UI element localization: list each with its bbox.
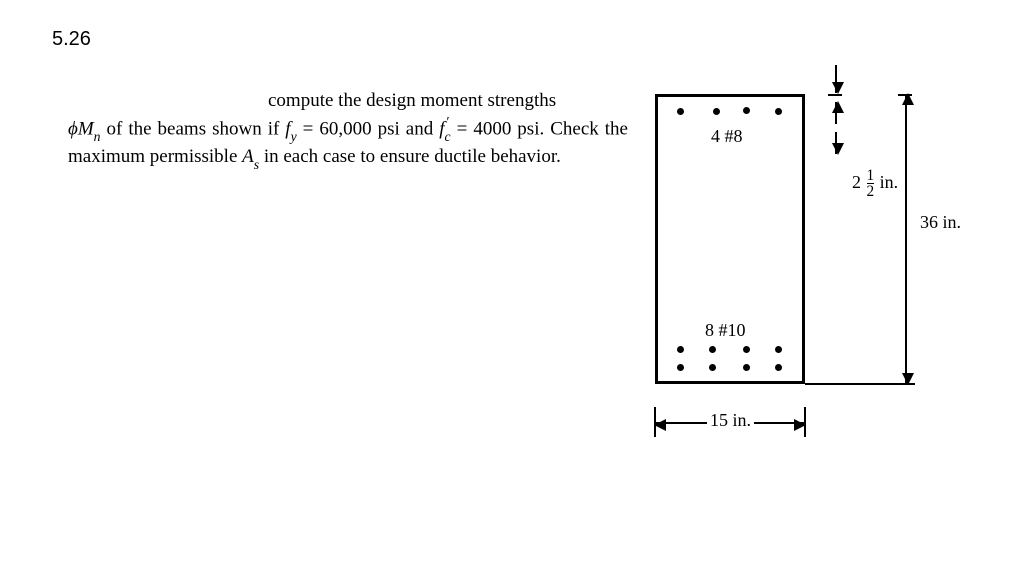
fc-val: 4000 psi [473,118,539,139]
cover-unit: in. [875,172,898,192]
beam-diagram: 4 #8 8 #10 2 1 2 in. 36 in. [655,70,1015,490]
fc-prime: ′ [447,114,450,129]
fc-sub: c [445,129,451,144]
height-dim-line [905,94,907,384]
cover-dim-up [835,102,837,124]
text-3b: in each case to ensure ductile [259,146,486,167]
cover-dim-down [835,132,837,154]
top-bar [677,108,684,115]
width-tick-r [804,407,806,437]
fy-sub: y [291,129,297,144]
cover-frac-num: 1 [867,168,875,183]
bot-bar [775,346,782,353]
top-bar [775,108,782,115]
M-sub: n [94,129,101,144]
bot-bar [743,346,750,353]
problem-number: 5.26 [52,28,91,51]
text-2a: of the beams shown if [101,118,286,139]
cover-frac-den: 2 [867,183,875,199]
eq2: = [451,118,474,139]
bot-bar [743,364,750,371]
period1: . [539,118,544,139]
height-label: 36 in. [920,212,961,233]
problem-statement: compute the design moment strengths ϕMn … [68,88,628,173]
top-bar [713,108,720,115]
cover-frac: 1 2 [867,168,875,200]
fc-symbol: f [439,118,444,139]
bot-bar-label: 8 #10 [705,320,746,341]
text-4: behavior. [491,146,561,167]
height-ext-bottom [805,383,915,385]
M-symbol: M [78,118,94,139]
top-bar [743,107,750,114]
cover-whole: 2 [852,172,861,192]
eq1: = [297,118,320,139]
bot-bar [677,364,684,371]
and: and [400,118,439,139]
width-label: 15 in. [707,410,754,431]
text-line1: compute the design moment strengths [268,90,556,111]
phi-symbol: ϕ [68,118,78,139]
bot-bar [775,364,782,371]
bot-bar [709,346,716,353]
height-tick-top [898,94,912,96]
top-bar-label: 4 #8 [711,126,743,147]
fy-symbol: f [285,118,290,139]
As-sub: s [254,157,259,172]
cover-tick-top [828,94,842,96]
fy-val: 60,000 psi [319,118,399,139]
page: 5.26 compute the design moment strengths… [0,0,1024,587]
width-tick-l [654,407,656,437]
bot-bar [677,346,684,353]
As-symbol: A [242,146,254,167]
cover-label: 2 1 2 in. [852,168,898,200]
top-pointer-arrow [835,65,837,93]
bot-bar [709,364,716,371]
